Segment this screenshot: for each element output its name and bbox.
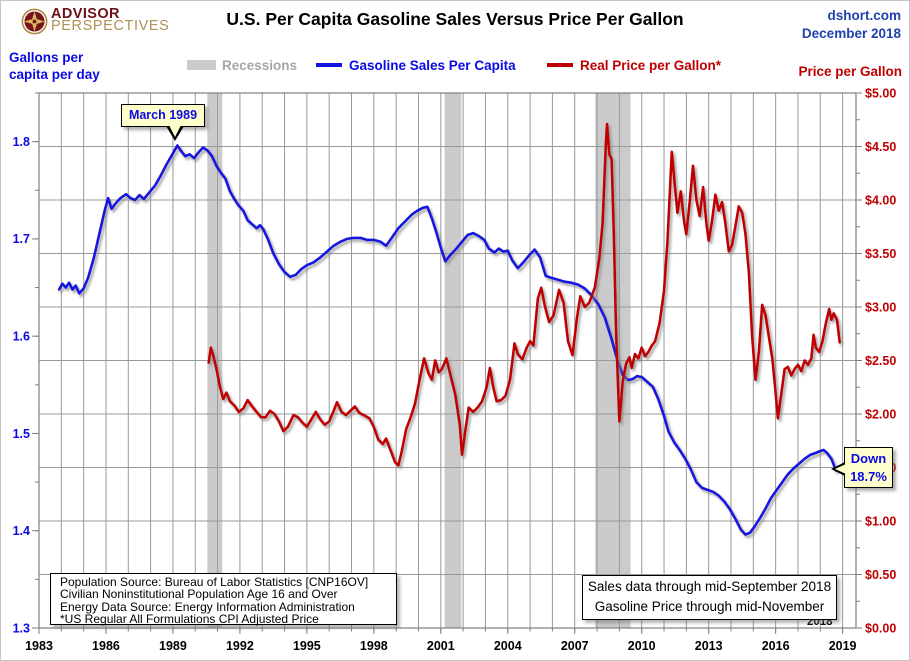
left-axis-tick-label: 1.3 [13, 621, 30, 635]
data-through-note-box: Sales data through mid-September 2018 Ga… [582, 575, 837, 620]
sales-line-swatch [316, 63, 342, 67]
left-axis-tick-label: 1.6 [13, 329, 30, 343]
right-axis-tick-label: $2.00 [865, 407, 896, 421]
x-axis-tick-label: 2010 [628, 639, 656, 653]
left-axis-tick-label: 1.4 [13, 524, 30, 538]
march-1989-callout: March 1989 [121, 104, 205, 141]
x-axis-tick-label: 1995 [293, 639, 321, 653]
x-axis-tick-label: 1983 [25, 639, 53, 653]
real-price-line [207, 122, 841, 467]
x-axis-tick-label: 1989 [159, 639, 187, 653]
compass-icon [21, 8, 48, 35]
down-18-percent-callout: Down 18.7% [831, 447, 893, 488]
x-axis-tick-label: 2004 [494, 639, 522, 653]
right-axis-tick-label: $4.00 [865, 193, 896, 207]
right-axis-tick-label: $0.00 [865, 621, 896, 635]
right-axis-tick-label: $4.50 [865, 140, 896, 154]
x-axis-tick-label: 1998 [360, 639, 388, 653]
chart-date: December 2018 [801, 26, 901, 41]
left-axis-tick-label: 1.8 [13, 135, 30, 149]
legend-item-sales: Gasoline Sales Per Capita [316, 57, 516, 73]
x-axis-tick-label: 2007 [561, 639, 589, 653]
legend-sales-label: Gasoline Sales Per Capita [349, 57, 516, 73]
right-axis-title: Price per Gallon [798, 64, 902, 79]
x-axis-tick-label: 1986 [92, 639, 120, 653]
right-axis-tick-label: $2.50 [865, 354, 896, 368]
right-axis-tick-label: $0.50 [865, 568, 896, 582]
right-axis-tick-label: $3.00 [865, 300, 896, 314]
x-axis-tick-label: 1992 [226, 639, 254, 653]
logo-advisor-text: ADVISOR [51, 6, 120, 22]
price-line-swatch [547, 63, 573, 67]
left-axis-title: Gallons per capita per day [9, 50, 100, 82]
site-credit: dshort.com December 2018 [802, 7, 901, 43]
legend-price-label: Real Price per Gallon* [580, 57, 722, 73]
gasoline-sales-line [57, 144, 838, 536]
site-url: dshort.com [827, 8, 901, 23]
x-axis-tick-label: 2001 [427, 639, 455, 653]
legend-item-price: Real Price per Gallon* [547, 57, 721, 73]
legend-recessions-label: Recessions [222, 57, 298, 73]
left-axis-tick-label: 1.7 [13, 232, 30, 246]
x-axis-tick-label: 2013 [695, 639, 723, 653]
right-axis-tick-label: $3.50 [865, 247, 896, 261]
recession-swatch [187, 60, 216, 70]
advisor-perspectives-logo: ADVISOR PERSPECTIVES [21, 6, 170, 35]
right-axis-tick-label: $1.00 [865, 514, 896, 528]
legend-item-recessions: Recessions [187, 57, 297, 73]
logo-perspectives-text: PERSPECTIVES [51, 18, 170, 34]
x-axis-tick-label: 2016 [762, 639, 790, 653]
source-citation-box: Population Source: Bureau of Labor Stati… [50, 573, 397, 625]
x-axis-tick-label: 2019 [829, 639, 857, 653]
right-axis-tick-label: $5.00 [865, 86, 896, 100]
left-axis-tick-label: 1.5 [13, 427, 30, 441]
